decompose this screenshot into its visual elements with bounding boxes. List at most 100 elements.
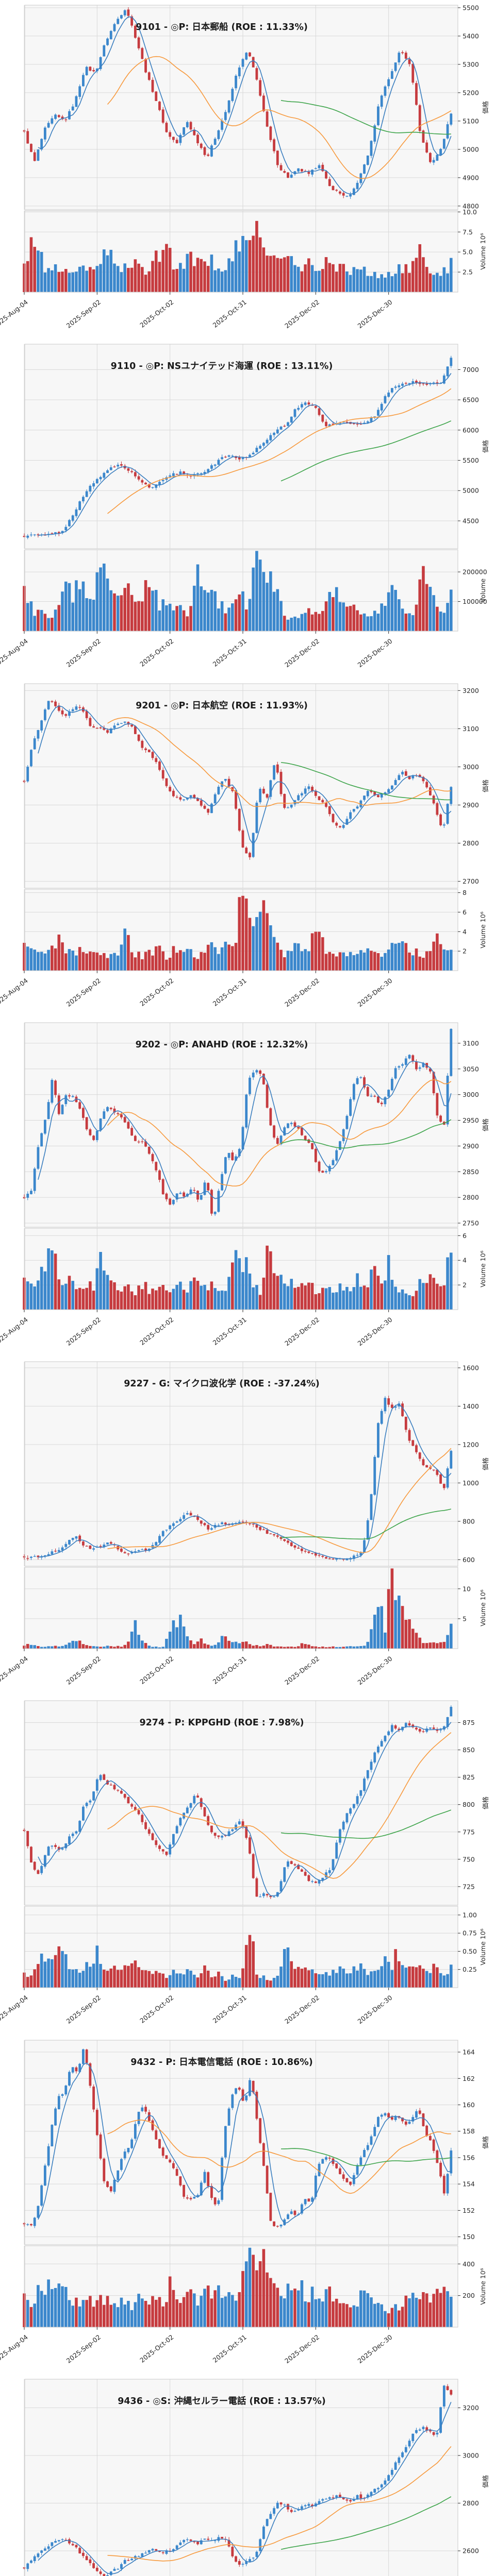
price-tick-label: 3200 <box>463 686 479 694</box>
ma-short-line <box>38 1722 452 1896</box>
price-tick-label: 5200 <box>463 89 479 96</box>
chart-canvas-9202: 3100 3050 3000 2950 2900 2850 2800 2750 2 4 6 価格 Vol… <box>0 1022 489 1347</box>
volume-axis-label: Volume 10⁶ <box>479 911 487 948</box>
price-panel <box>25 1362 458 1567</box>
price-axis-label: 価格 <box>482 1797 489 1810</box>
price-tick-label: 3000 <box>463 2452 479 2460</box>
price-tick-label: 164 <box>463 2048 475 2056</box>
price-tick-label: 2950 <box>463 1116 479 1124</box>
price-tick-label: 800 <box>463 1518 475 1526</box>
price-panel-border <box>24 344 458 549</box>
x-tick-label: 2025-Dec-02 <box>283 1655 321 1687</box>
price-tick-label: 162 <box>463 2075 475 2082</box>
price-panel-border <box>24 683 458 889</box>
volume-axis: 200 400 <box>458 2260 475 2299</box>
price-tick-label: 5500 <box>463 456 479 464</box>
stock-chart-9201: 3200 3100 3000 2900 2800 2700 2 4 6 8 価格 Volume 10⁶… <box>0 679 495 1018</box>
x-tick-label: 2025-Dec-30 <box>356 2333 393 2365</box>
x-tick-label: 2025-Sep-02 <box>65 1315 103 1347</box>
price-panel <box>25 1022 458 1227</box>
x-tick-label: 2025-Dec-02 <box>283 2333 321 2365</box>
price-tick-label: 2800 <box>463 1194 479 1201</box>
gridlines <box>24 2040 458 2327</box>
price-tick-label: 4500 <box>463 517 479 525</box>
chart-title: 9201 - ◎P: 日本航空 (ROE : 11.93%) <box>136 700 308 711</box>
volume-axis: 2 4 6 8 <box>458 889 467 955</box>
price-axis: 1600 1400 1200 1000 800 600 <box>458 1364 479 1564</box>
x-tick-label: 2025-Sep-02 <box>65 1655 103 1686</box>
price-panel-border <box>24 1700 458 1906</box>
ma-short-line <box>38 16 452 195</box>
price-tick-label: 4900 <box>463 174 479 181</box>
ma-long-line <box>280 100 451 135</box>
volume-axis-label: Volume 10⁶ <box>479 1589 487 1626</box>
volume-panel-border <box>24 1567 458 1649</box>
ma-long-line <box>280 1809 452 1839</box>
volume-panel-border <box>24 1906 458 1988</box>
price-tick-label: 5500 <box>463 4 479 11</box>
stock-chart-9202: 3100 3050 3000 2950 2900 2850 2800 2750 2 4 6 価格 Vol… <box>0 1018 495 1357</box>
stock-chart-9436: 3200300028002600100000200000300000価格Volu… <box>0 2374 495 2576</box>
x-tick-label: 2025-Oct-02 <box>138 1315 175 1346</box>
volume-axis: 2 4 6 <box>458 1232 467 1289</box>
price-tick-label: 2850 <box>463 1168 479 1176</box>
price-axis-label: 価格 <box>482 2475 489 2488</box>
ma-mid-line <box>107 1079 452 1187</box>
chart-title: 9202 - ◎P: ANAHD (ROE : 12.32%) <box>136 1040 308 1050</box>
chart-title: 9436 - ◎S: 沖縄セルラー電話 (ROE : 13.57%) <box>118 2396 326 2406</box>
price-panel <box>25 344 458 549</box>
volume-tick-label: 4 <box>463 1257 467 1264</box>
volume-tick-label: 5 <box>463 1615 467 1623</box>
x-tick-label: 2025-Aug-04 <box>0 298 29 330</box>
volume-tick-label: 4 <box>463 927 467 935</box>
price-axis: 164 162 160 158 156 154 152 150 <box>458 2048 475 2241</box>
x-tick-label: 2025-Dec-30 <box>356 298 393 330</box>
price-panel-border <box>24 2040 458 2245</box>
chart-canvas-9201: 3200 3100 3000 2900 2800 2700 2 4 6 8 価格 Volume 10⁶… <box>0 683 489 1008</box>
ma-long-line <box>280 1509 451 1540</box>
volume-axis: 2.5 5.0 7.5 10.0 <box>458 208 477 276</box>
price-tick-label: 1200 <box>463 1441 479 1449</box>
x-tick-label: 2025-Oct-02 <box>138 637 175 668</box>
volume-tick-label: 5.0 <box>463 248 473 256</box>
x-tick-label: 2025-Oct-02 <box>138 298 175 329</box>
volume-tick-label: 10 <box>463 1585 471 1593</box>
x-tick-label: 2025-Dec-30 <box>356 1655 393 1687</box>
volume-panel-border <box>24 1228 458 1310</box>
price-tick-label: 4800 <box>463 202 479 210</box>
volume-tick-label: 1.00 <box>463 1911 477 1919</box>
ma-short-line <box>38 2402 452 2574</box>
date-axis: 2025-Aug-04 2025-Sep-02 2025-Oct-02 2025-Oc… <box>0 631 394 669</box>
date-axis: 2025-Aug-04 2025-Sep-02 2025-Oct-02 2025-Oc… <box>0 970 394 1008</box>
gridlines <box>24 1701 458 1988</box>
price-tick-label: 2800 <box>463 2499 479 2507</box>
price-tick-label: 2900 <box>463 801 479 809</box>
ma-mid-line <box>107 717 451 807</box>
x-tick-label: 2025-Oct-31 <box>211 298 248 329</box>
candlesticks <box>23 699 453 860</box>
x-tick-label: 2025-Sep-02 <box>65 1994 103 2025</box>
volume-tick-label: 6 <box>463 908 467 916</box>
price-tick-label: 1000 <box>463 1479 479 1487</box>
price-tick-label: 600 <box>463 1556 475 1564</box>
price-tick-label: 3050 <box>463 1065 479 1073</box>
volume-bars <box>23 895 453 971</box>
price-tick-label: 154 <box>463 2180 475 2188</box>
x-tick-label: 2025-Oct-31 <box>211 637 248 668</box>
ma-mid-line <box>107 1732 452 1879</box>
candlesticks <box>23 2384 453 2576</box>
price-tick-label: 750 <box>463 1856 475 1863</box>
candlesticks <box>23 7 453 199</box>
ma-short-line <box>38 1060 452 1199</box>
volume-tick-label: 0.25 <box>463 1966 477 1974</box>
price-axis-label: 価格 <box>482 440 489 453</box>
price-tick-label: 5300 <box>463 60 479 68</box>
x-tick-label: 2025-Oct-31 <box>211 1315 248 1346</box>
x-tick-label: 2025-Aug-04 <box>0 2333 29 2365</box>
volume-axis: 0.25 0.50 0.75 1.00 <box>458 1911 477 1974</box>
price-tick-label: 152 <box>463 2207 475 2214</box>
x-tick-label: 2025-Dec-02 <box>283 298 321 330</box>
x-tick-label: 2025-Aug-04 <box>0 976 29 1008</box>
date-axis: 2025-Aug-04 2025-Sep-02 2025-Oct-02 2025-Oc… <box>0 2327 394 2365</box>
